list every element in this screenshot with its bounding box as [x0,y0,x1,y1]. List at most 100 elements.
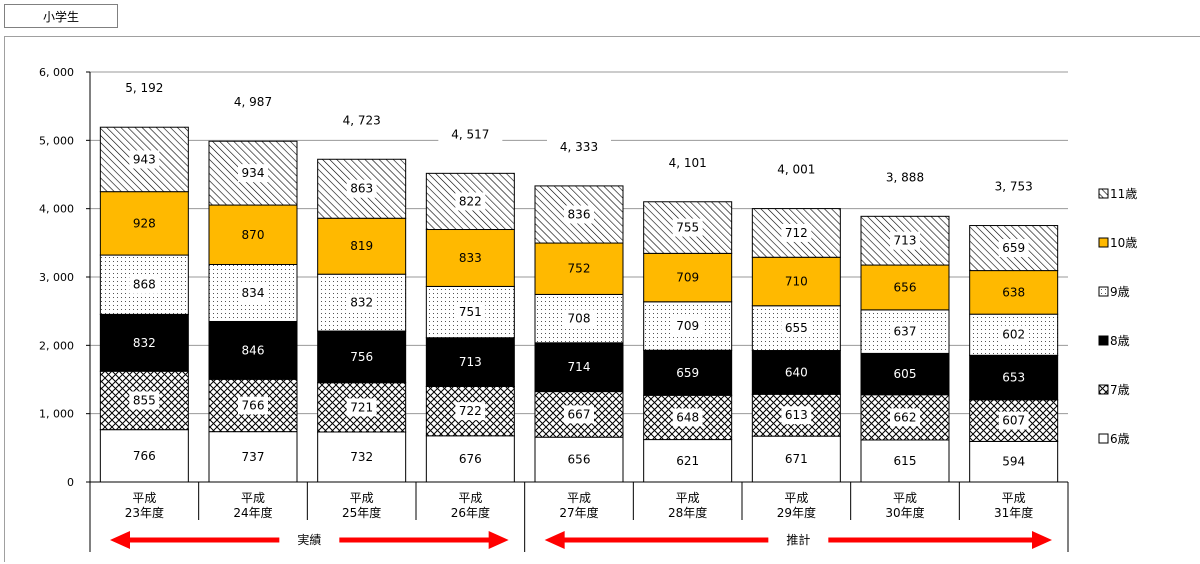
value-label: 751 [459,305,482,319]
bar-segment-age10 [425,229,515,287]
total-label-bg [764,160,829,179]
value-label: 615 [894,454,917,468]
x-tick-label: 平成 [1002,491,1026,505]
value-label: 752 [568,262,591,276]
x-tick-label: 23年度 [125,505,164,520]
x-tick-label: 26年度 [451,505,490,520]
value-label: 662 [894,410,917,424]
bar-segment-age8 [860,352,950,396]
value-label-bg [564,405,594,424]
value-label: 621 [676,454,699,468]
total-label-bg [112,79,177,98]
value-label: 833 [459,251,482,265]
value-label: 721 [350,400,373,414]
value-label-bg [564,309,594,328]
arrow-head-right [1032,531,1052,549]
x-tick-label: 27年度 [559,505,598,520]
value-label: 834 [242,286,265,300]
total-label-bg [655,153,720,172]
y-tick-label: 0 [67,476,74,489]
value-label-bg [129,391,160,410]
value-label: 846 [242,343,265,357]
value-label: 832 [350,296,373,310]
bar-segment-age10 [860,264,950,311]
value-label: 638 [1002,285,1025,299]
value-label-bg [890,322,920,341]
bar-segment-age8 [99,313,189,372]
bar-segment-age6 [969,440,1059,483]
legend-swatch [1098,433,1109,444]
total-label: 3, 888 [886,170,924,184]
value-label-bg [346,293,377,312]
total-label: 4, 723 [343,113,381,127]
legend-label: 11歳 [1110,187,1137,201]
value-label: 766 [133,449,156,463]
value-label: 659 [1002,241,1025,255]
value-label: 737 [242,450,265,464]
value-label-bg [998,411,1029,430]
value-label-bg [455,402,486,421]
x-tick-label: 平成 [241,491,265,505]
value-label: 713 [459,355,482,369]
value-label: 667 [568,407,591,421]
value-label: 708 [568,312,591,326]
value-label: 613 [785,408,808,422]
total-label: 4, 101 [669,156,707,170]
value-label: 605 [894,367,917,381]
arrow-head-left [544,531,565,549]
legend-label: 10歳 [1110,236,1137,250]
bar-segment-age6 [208,431,298,483]
total-label: 3, 753 [995,180,1033,194]
total-label: 4, 333 [560,140,598,154]
x-axis: 平成23年度平成24年度平成25年度平成26年度平成27年度平成28年度平成29… [89,481,1069,552]
value-label: 755 [676,221,699,235]
total-label-bg [329,111,394,130]
category-tab: 小学生 [4,4,118,28]
y-tick-label: 1, 000 [39,408,74,421]
bar-segment-age8 [534,342,624,393]
value-label: 836 [568,207,591,221]
total-label-bg [873,168,937,187]
x-tick-label: 29年度 [777,505,816,520]
bar-segment-age8 [425,337,515,387]
value-label: 868 [133,278,156,292]
bar-segment-age8 [317,330,407,384]
total-label-bg [981,177,1046,196]
x-tick-label: 平成 [458,491,482,505]
x-tick-label: 25年度 [342,505,381,520]
value-label: 819 [350,239,373,253]
value-label-bg [672,317,703,336]
value-label: 714 [568,360,591,374]
value-label-bg [781,223,812,242]
value-label: 832 [133,336,156,350]
value-label-bg [238,283,268,302]
value-label: 671 [785,452,808,466]
value-label-bg [346,398,377,417]
x-tick-label: 24年度 [233,505,272,520]
bar-segment-age10 [534,242,624,295]
value-label: 656 [568,453,591,467]
total-label: 5, 192 [125,81,163,95]
x-tick-label: 平成 [132,491,156,505]
total-label-bg [438,125,503,144]
x-tick-label: 平成 [676,491,700,505]
legend-label: 9歳 [1110,285,1130,299]
value-label-bg [455,192,486,211]
bar-segment-age10 [969,270,1059,315]
value-label: 655 [785,321,808,335]
bar-segment-age7 [534,391,624,438]
x-tick-label: 28年度 [668,505,707,520]
x-tick-label: 平成 [567,491,591,505]
value-label: 607 [1002,414,1025,428]
value-label: 713 [894,234,917,248]
value-label-bg [346,179,377,198]
y-tick-label: 5, 000 [39,134,74,147]
y-tick-label: 6, 000 [39,66,74,79]
bar-segment-age10 [99,191,189,256]
value-label: 870 [242,228,265,242]
value-label-bg [129,150,160,169]
arrow-head-left [110,531,130,549]
period-arrows: 実績 推計 [110,531,1052,549]
value-label-bg [129,275,160,294]
